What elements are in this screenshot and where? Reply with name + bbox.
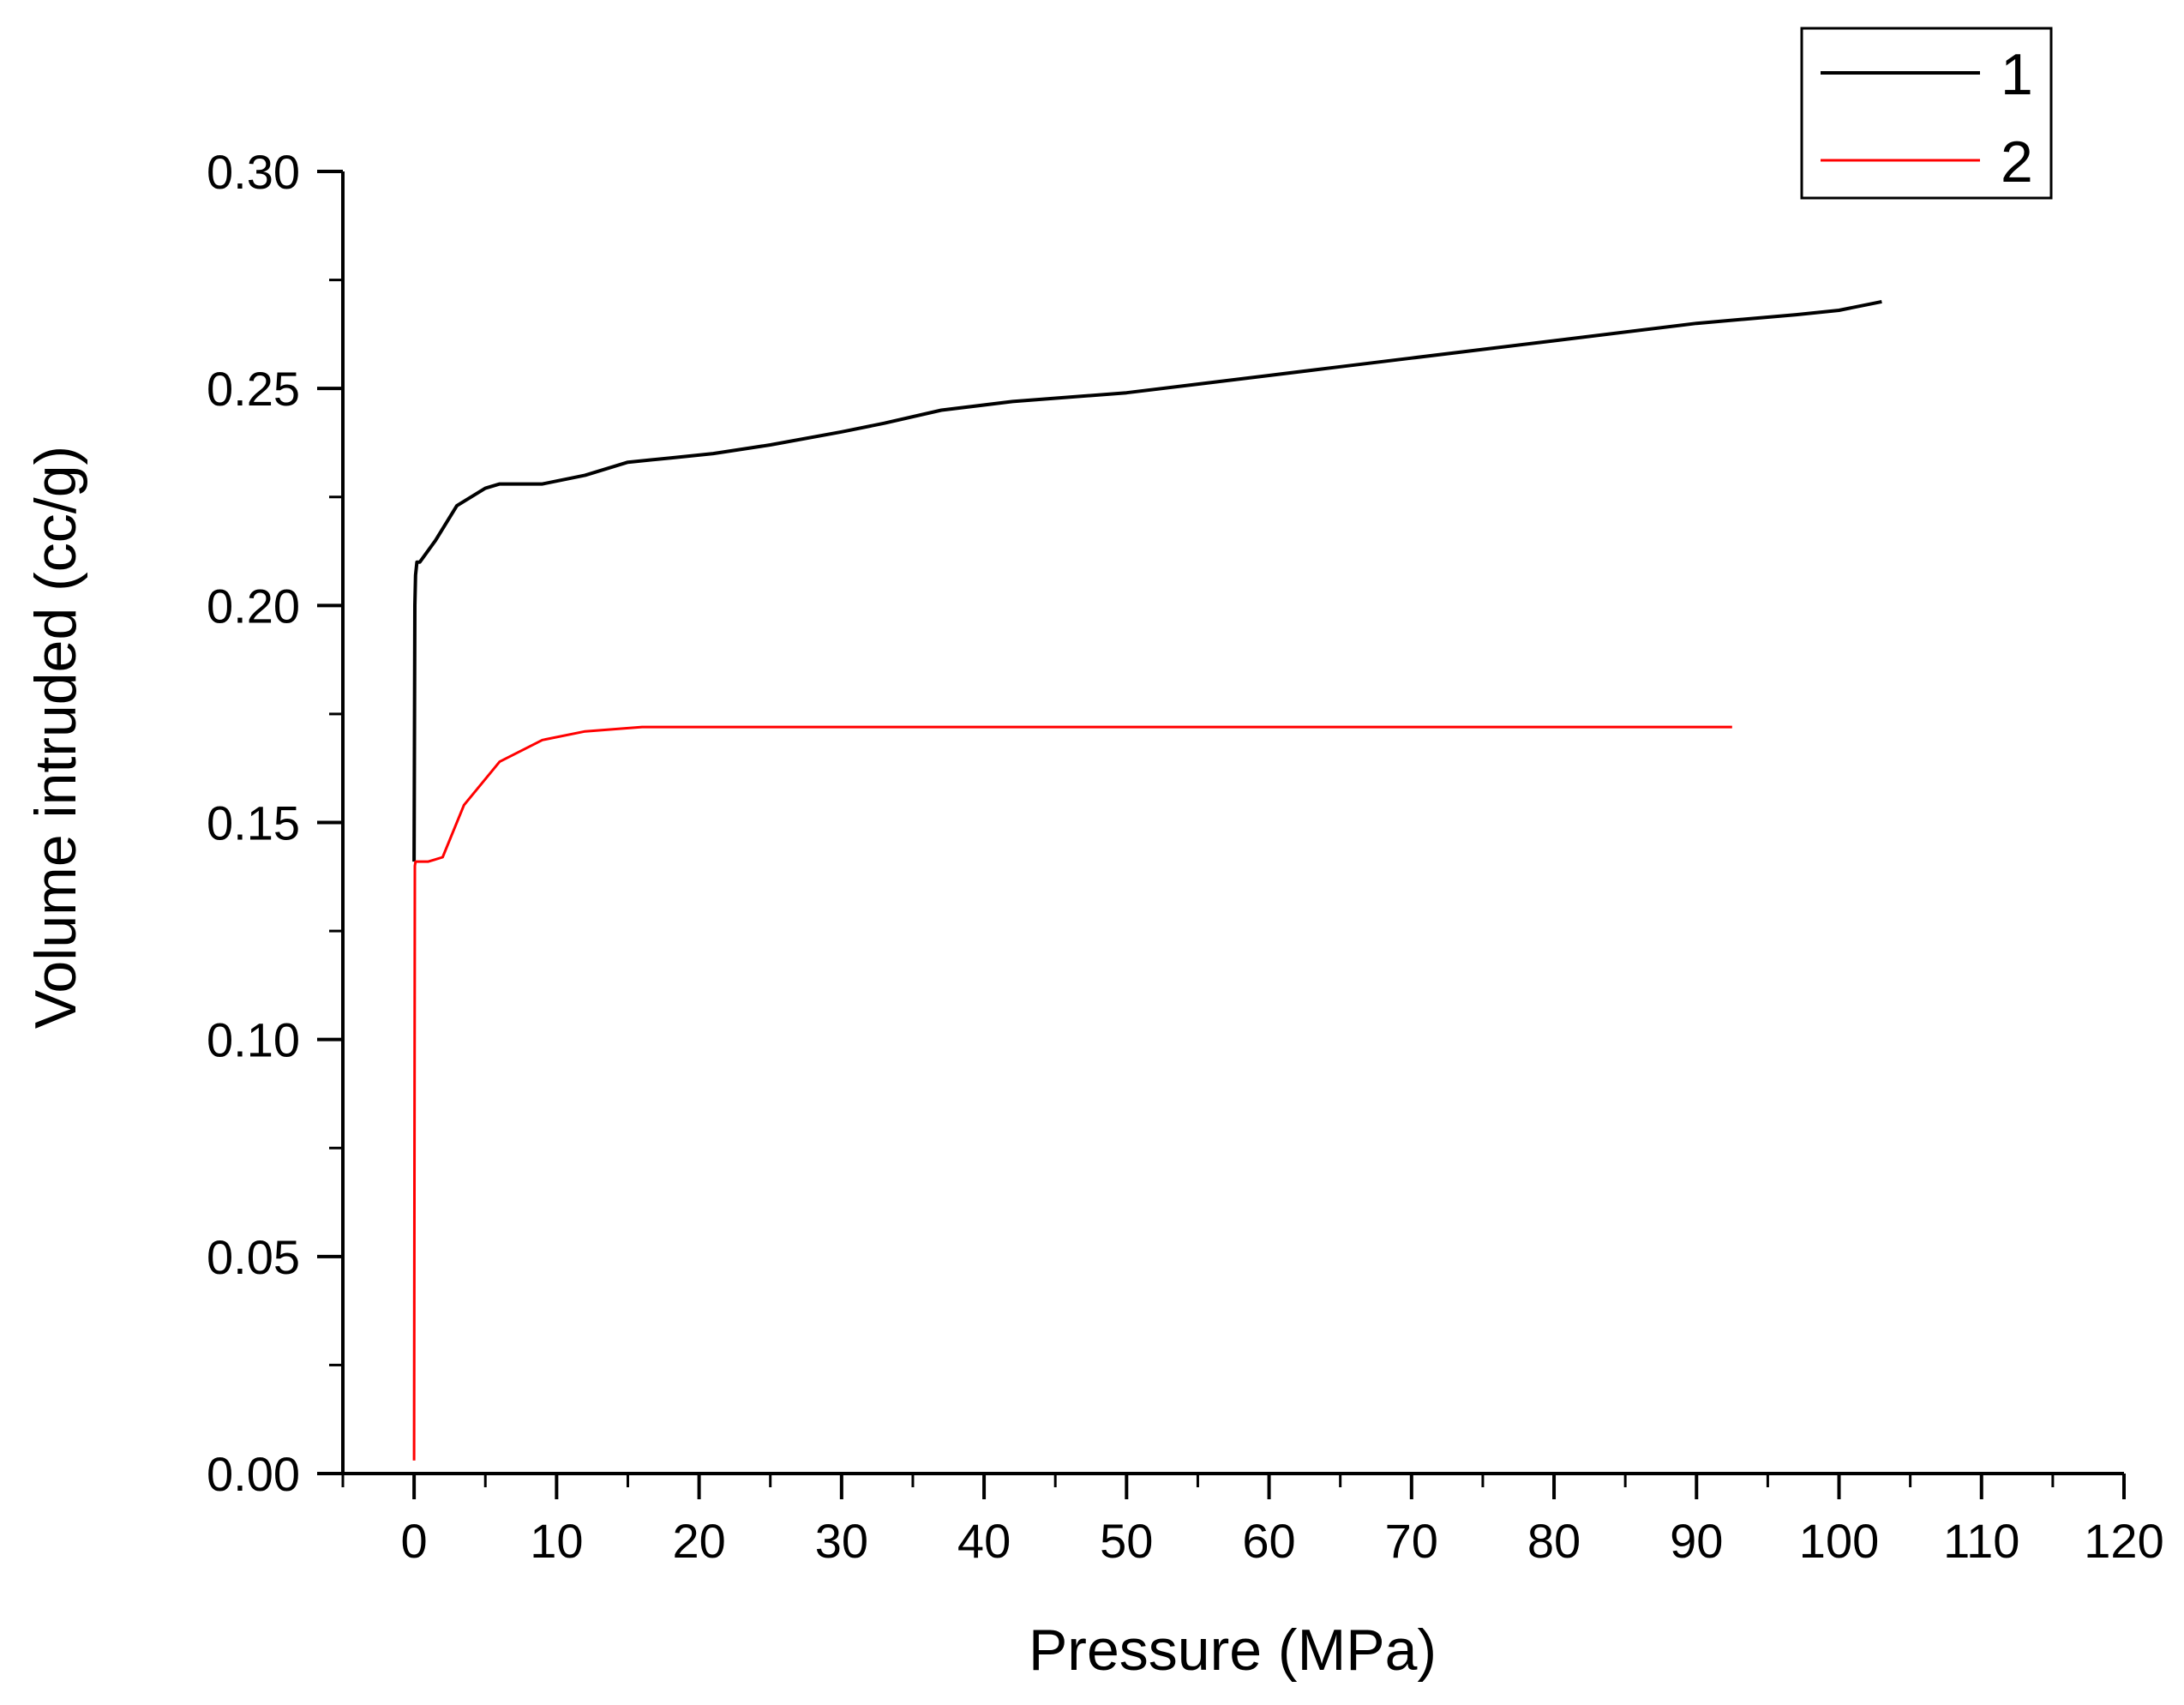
series-line-1 (412, 299, 1882, 862)
legend-label-series-1: 1 (2001, 42, 2033, 107)
x-tick-label-70: 70 (1385, 1514, 1438, 1568)
y-tick-label-0.10: 0.10 (207, 1013, 300, 1067)
y-tick-label-0.15: 0.15 (207, 796, 300, 850)
series-layer (412, 299, 1882, 1461)
x-axis-title: Pressure (MPa) (1029, 1618, 1437, 1683)
x-tick-label-60: 60 (1242, 1514, 1295, 1568)
x-tick-label-100: 100 (1799, 1514, 1879, 1568)
x-tick-label-30: 30 (815, 1514, 868, 1568)
x-tick-label-120: 120 (2084, 1514, 2163, 1568)
x-tick-label-0: 0 (401, 1514, 428, 1568)
x-tick-label-90: 90 (1670, 1514, 1723, 1568)
ticks-layer: 0 10 20 30 40 50 60 70 80 90 100 110 120 0.00 0.05 0.10… (207, 145, 2164, 1568)
legend: 1 2 (1800, 27, 2053, 200)
x-tick-label-40: 40 (957, 1514, 1011, 1568)
x-tick-label-20: 20 (672, 1514, 725, 1568)
legend-label-series-2: 2 (2001, 129, 2033, 195)
y-axis-title: Volume intruded (cc/g) (23, 446, 88, 1029)
x-tick-label-50: 50 (1100, 1514, 1153, 1568)
y-tick-label-0.00: 0.00 (207, 1447, 300, 1501)
x-tick-label-80: 80 (1527, 1514, 1581, 1568)
y-tick-label-0.30: 0.30 (207, 145, 300, 199)
x-tick-label-10: 10 (530, 1514, 583, 1568)
legend-box (1800, 27, 2053, 200)
y-tick-label-0.05: 0.05 (207, 1230, 300, 1284)
y-tick-label-0.25: 0.25 (207, 362, 300, 416)
y-tick-label-0.20: 0.20 (207, 579, 300, 633)
series-line-2 (412, 725, 1732, 1461)
x-tick-label-110: 110 (1943, 1514, 2019, 1568)
